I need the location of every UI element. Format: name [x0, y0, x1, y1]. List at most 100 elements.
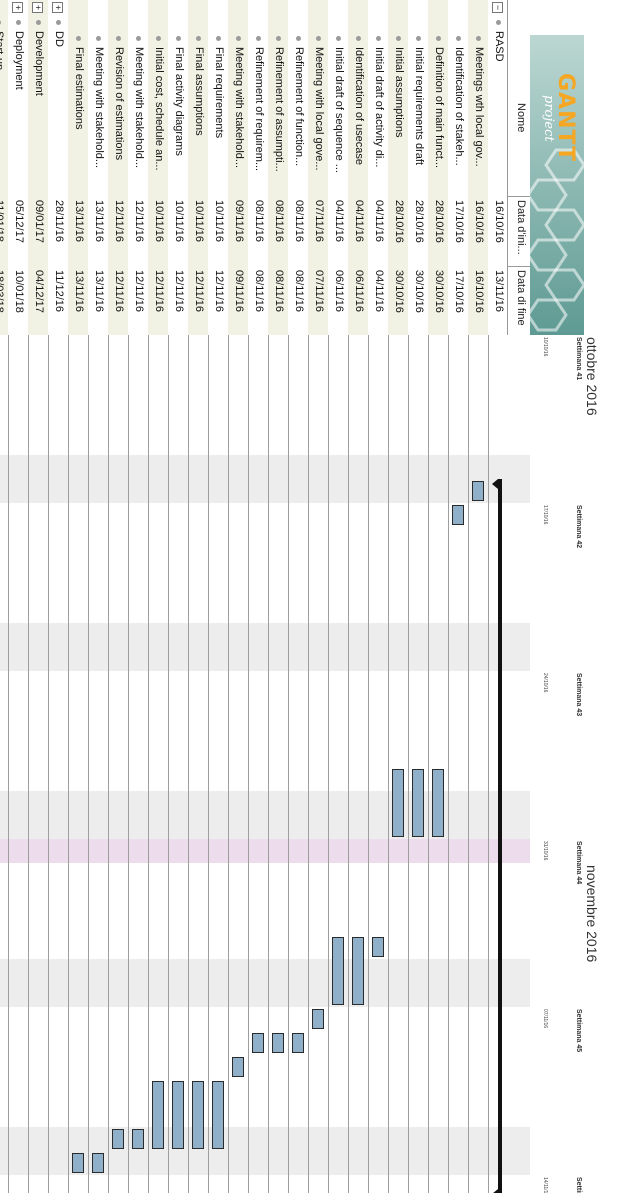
task-end-date[interactable]: 06/11/16	[333, 270, 345, 313]
task-start-date[interactable]: 13/11/16	[73, 200, 85, 243]
task-start-date[interactable]: 28/10/16	[393, 200, 405, 243]
task-bar[interactable]	[472, 481, 484, 501]
task-bar[interactable]	[132, 1129, 144, 1149]
task-row[interactable]: Initial assumptions 28/10/16 30/10/16	[388, 0, 408, 335]
task-row[interactable]: Refinement of assumpti... 08/11/16 08/11/1…	[268, 0, 288, 335]
task-end-date[interactable]: 08/11/16	[293, 270, 305, 313]
task-end-date[interactable]: 12/11/16	[113, 270, 125, 313]
task-bar[interactable]	[332, 937, 344, 1005]
task-bar[interactable]	[372, 937, 384, 957]
task-end-date[interactable]: 30/10/16	[433, 270, 445, 313]
task-row[interactable]: + Development 09/01/17 04/12/17	[28, 0, 48, 335]
task-name[interactable]: Meetings wth local gov...	[473, 47, 485, 167]
task-end-date[interactable]: 08/11/16	[253, 270, 265, 313]
task-start-date[interactable]: 09/11/16	[233, 200, 245, 243]
task-name[interactable]: Meeting with stakehold...	[133, 47, 145, 169]
task-row[interactable]: Identification of stakeh... 17/10/16 17/10…	[448, 0, 468, 335]
task-name[interactable]: Initial requirements draft	[413, 47, 425, 165]
task-end-date[interactable]: 11/12/16	[53, 270, 65, 313]
task-start-date[interactable]: 13/11/16	[93, 200, 105, 243]
task-end-date[interactable]: 12/11/16	[173, 270, 185, 313]
task-name[interactable]: Final activity diagrams	[173, 47, 185, 156]
task-bar[interactable]	[192, 1081, 204, 1149]
task-start-date[interactable]: 17/10/16	[453, 200, 465, 243]
task-name[interactable]: Definition of main funct...	[433, 47, 445, 169]
task-row[interactable]: Initial requirements draft 28/10/16 30/10/…	[408, 0, 428, 335]
task-bar[interactable]	[312, 1009, 324, 1029]
task-name[interactable]: Refinement of requirem...	[253, 47, 265, 172]
summary-task-bar[interactable]	[498, 479, 502, 1193]
task-start-date[interactable]: 10/11/16	[213, 200, 225, 243]
task-bar[interactable]	[252, 1033, 264, 1053]
column-header-name[interactable]: Nome	[515, 103, 527, 133]
task-row[interactable]: Final assumptions 10/11/16 12/11/16	[188, 0, 208, 335]
task-end-date[interactable]: 04/12/17	[33, 270, 45, 313]
task-row[interactable]: − RASD 16/10/16 13/11/16	[488, 0, 508, 335]
task-row[interactable]: Identification of usecase 04/11/16 06/11/1…	[348, 0, 368, 335]
task-row[interactable]: + Deployment 05/12/17 10/01/18	[8, 0, 28, 335]
task-end-date[interactable]: 18/03/18	[0, 270, 5, 313]
task-start-date[interactable]: 04/11/16	[373, 200, 385, 243]
expand-icon[interactable]: +	[32, 2, 43, 13]
task-start-date[interactable]: 10/11/16	[173, 200, 185, 243]
task-bar[interactable]	[212, 1081, 224, 1149]
task-name[interactable]: Meeting with local gove...	[313, 47, 325, 171]
task-name[interactable]: Revision of estimations	[113, 47, 125, 161]
task-row[interactable]: Final activity diagrams 10/11/16 12/11/16	[168, 0, 188, 335]
task-row[interactable]: Start-up 11/01/18 18/03/18	[0, 0, 8, 335]
task-end-date[interactable]: 13/11/16	[73, 270, 85, 313]
task-start-date[interactable]: 07/11/16	[313, 200, 325, 243]
task-end-date[interactable]: 09/11/16	[233, 270, 245, 313]
task-name[interactable]: Identification of stakeh...	[453, 47, 465, 166]
task-bar[interactable]	[172, 1081, 184, 1149]
task-end-date[interactable]: 13/11/16	[93, 270, 105, 313]
task-bar[interactable]	[152, 1081, 164, 1149]
task-end-date[interactable]: 12/11/16	[213, 270, 225, 313]
task-end-date[interactable]: 06/11/16	[353, 270, 365, 313]
task-name[interactable]: Final requirements	[213, 47, 225, 139]
task-start-date[interactable]: 04/11/16	[353, 200, 365, 243]
task-end-date[interactable]: 07/11/16	[313, 270, 325, 313]
task-name[interactable]: RASD	[493, 31, 505, 62]
task-end-date[interactable]: 12/11/16	[193, 270, 205, 313]
task-name[interactable]: Refinement of function...	[293, 47, 305, 167]
task-start-date[interactable]: 10/11/16	[153, 200, 165, 243]
task-bar[interactable]	[292, 1033, 304, 1053]
task-start-date[interactable]: 12/11/16	[133, 200, 145, 243]
task-end-date[interactable]: 30/10/16	[393, 270, 405, 313]
task-end-date[interactable]: 12/11/16	[153, 270, 165, 313]
task-bar[interactable]	[392, 769, 404, 837]
task-name[interactable]: Refinement of assumpti...	[273, 47, 285, 172]
task-start-date[interactable]: 28/10/16	[413, 200, 425, 243]
task-row[interactable]: Refinement of function... 08/11/16 08/11/1…	[288, 0, 308, 335]
column-divider[interactable]	[508, 266, 530, 267]
task-row[interactable]: Final estimations 13/11/16 13/11/16	[68, 0, 88, 335]
task-row[interactable]: Meeting with local gove... 07/11/16 07/11/…	[308, 0, 328, 335]
task-bar[interactable]	[72, 1153, 84, 1173]
task-row[interactable]: Meeting with stakehold... 09/11/16 09/11/1…	[228, 0, 248, 335]
task-end-date[interactable]: 08/11/16	[273, 270, 285, 313]
task-name[interactable]: Initial draft of sequence ...	[333, 47, 345, 173]
task-name[interactable]: Initial assumptions	[393, 47, 405, 138]
task-row[interactable]: Revision of estimations 12/11/16 12/11/16	[108, 0, 128, 335]
task-bar[interactable]	[412, 769, 424, 837]
task-name[interactable]: Identification of usecase	[353, 47, 365, 166]
task-start-date[interactable]: 28/10/16	[433, 200, 445, 243]
task-row[interactable]: Final requirements 10/11/16 12/11/16	[208, 0, 228, 335]
task-start-date[interactable]: 11/01/18	[0, 200, 5, 243]
task-bar[interactable]	[352, 937, 364, 1005]
task-start-date[interactable]: 10/11/16	[193, 200, 205, 243]
task-row[interactable]: Definition of main funct... 28/10/16 30/10…	[428, 0, 448, 335]
column-header-start-date[interactable]: Data d'ini...	[515, 200, 527, 255]
task-end-date[interactable]: 12/11/16	[133, 270, 145, 313]
task-end-date[interactable]: 13/11/16	[493, 270, 505, 313]
task-end-date[interactable]: 30/10/16	[413, 270, 425, 313]
expand-icon[interactable]: +	[52, 2, 63, 13]
task-name[interactable]: Final assumptions	[193, 47, 205, 136]
task-bar[interactable]	[452, 505, 464, 525]
task-start-date[interactable]: 04/11/16	[333, 200, 345, 243]
task-bar[interactable]	[272, 1033, 284, 1053]
task-row[interactable]: Initial cost, schedule an... 10/11/16 12/1…	[148, 0, 168, 335]
task-start-date[interactable]: 09/01/17	[33, 200, 45, 243]
task-row[interactable]: + DD 28/11/16 11/12/16	[48, 0, 68, 335]
